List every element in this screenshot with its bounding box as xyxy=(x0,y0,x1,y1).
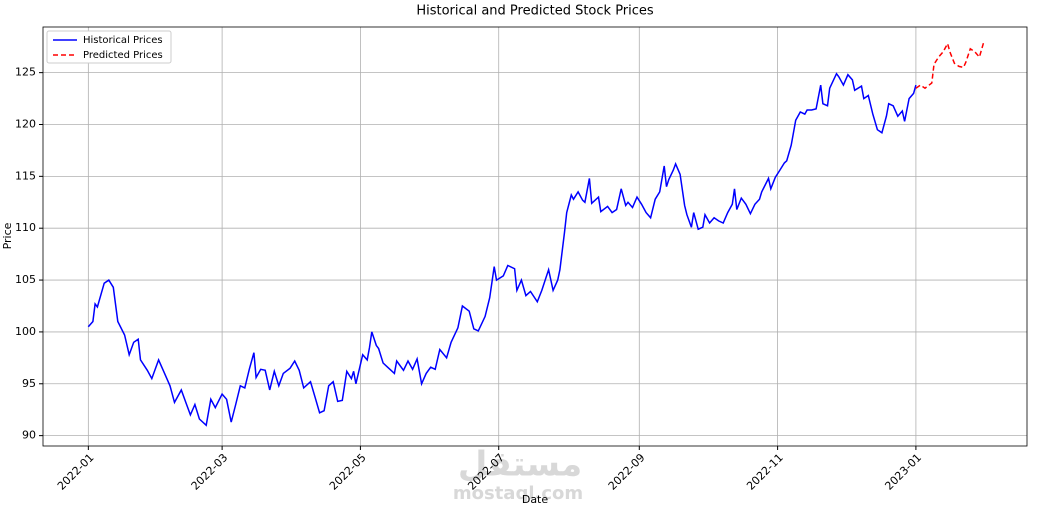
y-tick-label: 115 xyxy=(15,169,36,182)
legend-box xyxy=(46,30,172,64)
x-tick-label: 2022-01 xyxy=(55,451,97,493)
x-axis-label: Date xyxy=(522,493,549,506)
legend-label: Predicted Prices xyxy=(83,50,163,61)
x-tick-label: 2022-09 xyxy=(606,451,648,493)
y-tick-label: 120 xyxy=(15,117,36,130)
y-tick-label: 105 xyxy=(15,273,36,286)
y-tick-label: 95 xyxy=(22,377,36,390)
line-series xyxy=(87,72,917,427)
x-tick-label: 2022-11 xyxy=(744,451,786,493)
y-tick-label: 100 xyxy=(15,325,36,338)
x-tick-label: 2022-05 xyxy=(327,451,369,493)
y-tick-label: 90 xyxy=(22,429,36,442)
chart-title: Historical and Predicted Stock Prices xyxy=(416,4,654,19)
x-tick-label: 2022-03 xyxy=(189,451,231,493)
watermark: mostaql.com xyxy=(453,483,583,504)
plot-frame xyxy=(42,26,1028,447)
y-tick-label: 125 xyxy=(15,66,36,79)
watermark: مستقل xyxy=(458,445,582,485)
y-tick-label: 110 xyxy=(15,221,36,234)
legend-label: Historical Prices xyxy=(83,35,163,46)
line-series xyxy=(915,41,985,90)
y-axis-label: Price xyxy=(1,222,14,249)
x-tick-label: 2023-01 xyxy=(882,451,924,493)
